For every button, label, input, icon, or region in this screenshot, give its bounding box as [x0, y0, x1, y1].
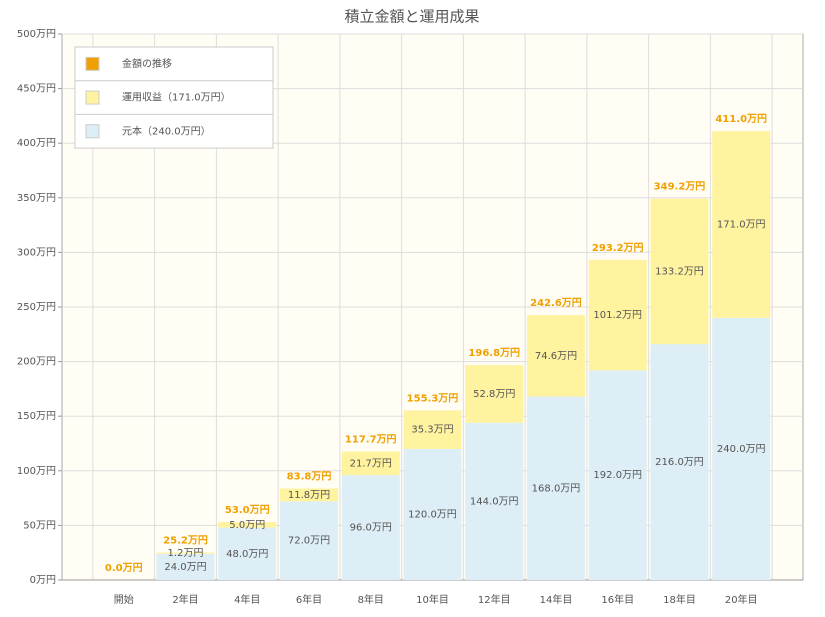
value-label: 35.3万円	[411, 425, 453, 436]
y-tick-label: 100万円	[17, 466, 56, 477]
bar-segment	[588, 259, 647, 371]
total-label: 83.8万円	[287, 470, 332, 482]
legend-swatch	[85, 90, 100, 105]
y-tick-label: 50万円	[23, 520, 56, 531]
bar-segment	[156, 553, 215, 580]
bar-segment	[403, 448, 462, 580]
y-tick-label: 250万円	[17, 302, 56, 313]
bar-segment	[526, 315, 586, 397]
x-tick-label: 6年目	[296, 593, 322, 606]
y-tick-label: 350万円	[17, 193, 56, 204]
bar-segment	[650, 198, 709, 345]
total-label: 25.2万円	[163, 534, 208, 546]
value-label: 120.0万円	[408, 509, 457, 520]
bar-segment	[279, 488, 339, 502]
bar-segment	[526, 396, 586, 580]
bar-segment	[712, 131, 771, 318]
legend-box	[74, 46, 274, 149]
x-tick-label: 10年目	[416, 593, 449, 606]
bar-segment	[588, 370, 647, 580]
bar-segment	[156, 552, 215, 554]
legend-swatch	[85, 124, 100, 139]
y-tick-label: 300万円	[17, 247, 56, 258]
bar-segment	[650, 344, 709, 580]
value-label: 144.0万円	[470, 496, 519, 507]
x-tick-label: 18年目	[663, 593, 696, 606]
value-label: 72.0万円	[288, 536, 330, 547]
value-label: 168.0万円	[532, 483, 581, 494]
x-tick-label: 4年目	[234, 593, 260, 606]
x-tick-label: 2年目	[172, 593, 198, 606]
total-label: 349.2万円	[654, 181, 706, 193]
x-tick-label: 開始	[114, 593, 134, 606]
y-tick-label: 400万円	[17, 138, 56, 149]
y-tick-label: 450万円	[17, 84, 56, 95]
bar-segment	[218, 527, 277, 580]
value-label: 101.2万円	[593, 310, 642, 321]
total-label: 293.2万円	[592, 242, 644, 254]
y-tick-label: 200万円	[17, 357, 56, 368]
bar-segment	[341, 475, 400, 580]
total-label: 411.0万円	[715, 113, 767, 125]
value-label: 24.0万円	[164, 562, 206, 573]
y-tick-label: 500万円	[17, 29, 56, 40]
legend-label: 運用収益（171.0万円）	[122, 91, 231, 104]
value-label: 240.0万円	[717, 444, 766, 455]
bar-segment	[279, 501, 339, 580]
total-label: 196.8万円	[468, 347, 520, 359]
bar-segment	[465, 422, 524, 580]
bar-segment	[218, 522, 277, 528]
value-label: 11.8万円	[288, 490, 330, 501]
value-label: 192.0万円	[593, 470, 642, 481]
bar-segment	[403, 410, 462, 449]
value-label: 133.2万円	[655, 266, 704, 277]
legend-swatch	[85, 56, 100, 71]
value-label: 96.0万円	[350, 523, 392, 534]
value-label: 21.7万円	[350, 458, 392, 469]
bar-segment	[465, 365, 524, 423]
value-label: 171.0万円	[717, 220, 766, 231]
value-label: 216.0万円	[655, 457, 704, 468]
value-label: 52.8万円	[473, 389, 515, 400]
total-label: 155.3万円	[407, 392, 459, 404]
bar-segment	[712, 317, 771, 580]
value-label: 1.2万円	[168, 548, 204, 559]
total-label: 117.7万円	[345, 433, 397, 445]
value-label: 74.6万円	[535, 351, 577, 362]
value-label: 5.0万円	[229, 520, 265, 531]
x-tick-label: 8年目	[358, 593, 384, 606]
x-tick-label: 16年目	[601, 593, 634, 606]
legend-label: 元本（240.0万円）	[122, 124, 211, 137]
chart-title: 積立金額と運用成果	[344, 8, 479, 26]
x-tick-label: 20年目	[725, 593, 758, 606]
bar-segment	[341, 451, 400, 476]
x-tick-label: 12年目	[478, 593, 511, 606]
value-label: 48.0万円	[226, 549, 268, 560]
x-tick-label: 14年目	[540, 593, 573, 606]
total-label: 53.0万円	[225, 504, 270, 516]
total-label: 0.0万円	[105, 562, 143, 574]
y-tick-label: 0万円	[30, 575, 56, 586]
total-label: 242.6万円	[530, 297, 582, 309]
legend-label: 金額の推移	[122, 57, 172, 70]
y-tick-label: 150万円	[17, 411, 56, 422]
